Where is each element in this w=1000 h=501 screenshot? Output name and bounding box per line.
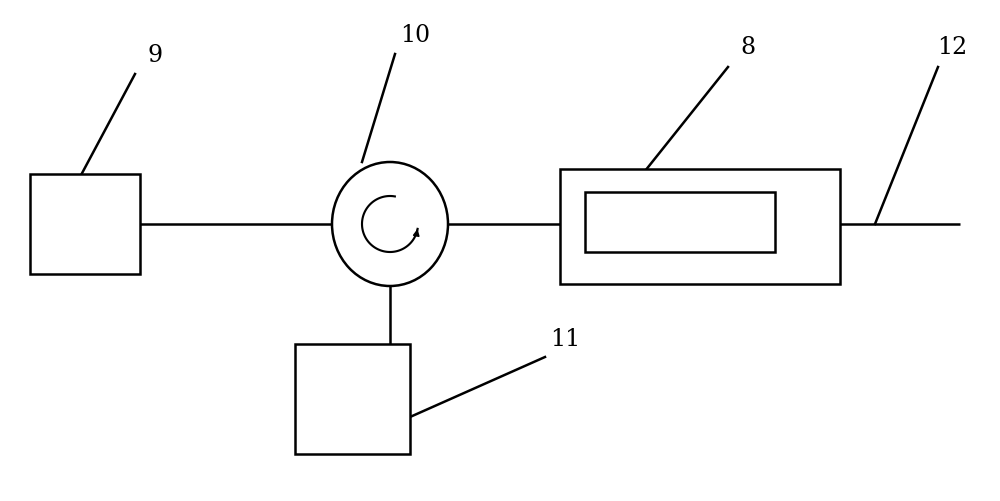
Text: 10: 10 [400,24,430,47]
Text: 8: 8 [740,37,756,60]
Bar [30,175,140,275]
Text: 11: 11 [550,328,580,351]
Bar [585,192,775,253]
Bar [295,344,410,454]
Text: 12: 12 [937,37,967,60]
Bar [560,170,840,285]
Ellipse shape [332,163,448,287]
Text: 9: 9 [147,44,163,66]
